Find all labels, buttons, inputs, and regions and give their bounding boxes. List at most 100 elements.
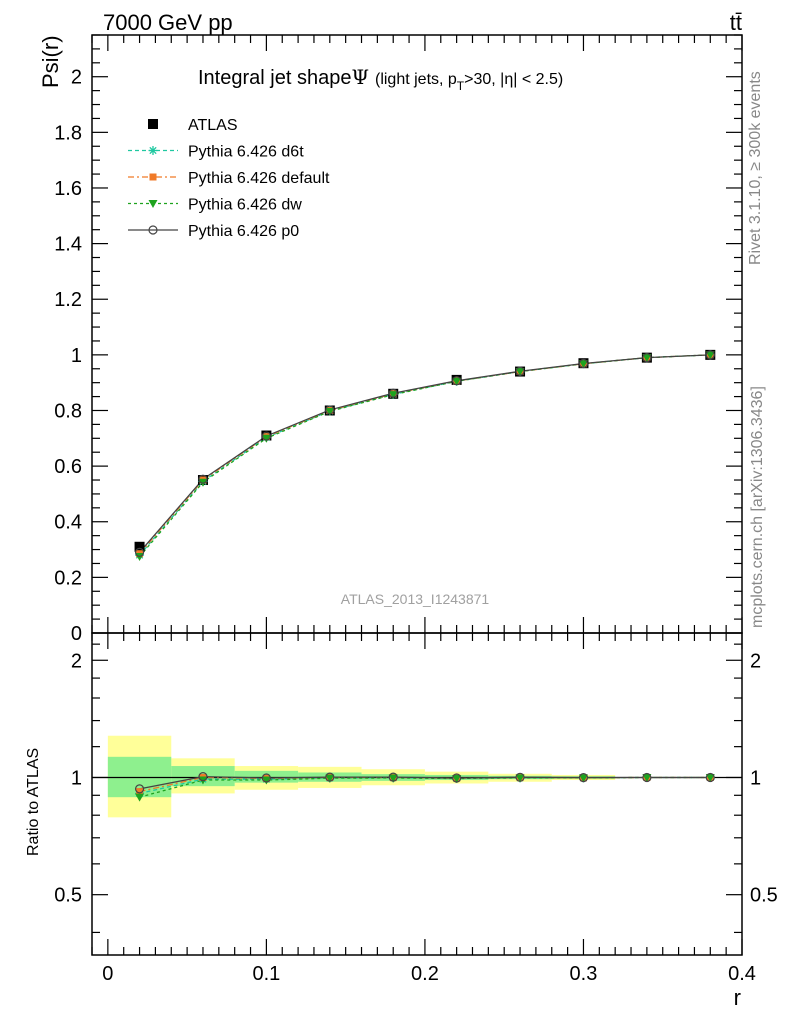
main-line-default xyxy=(139,354,711,555)
title-sub-pre: (light jets, p xyxy=(375,71,457,88)
ratio-point-p0-9 xyxy=(705,772,715,783)
main-point-dw-2 xyxy=(261,434,271,443)
main-point-p0-8 xyxy=(642,353,652,363)
main-point-dw-4 xyxy=(388,391,398,400)
main-point-p0-5 xyxy=(452,376,462,386)
axis-ticks xyxy=(91,34,743,955)
ratio-point-p0-7 xyxy=(578,773,589,783)
analysis-watermark: ATLAS_2013_I1243871 xyxy=(341,591,490,607)
ratio-point-p0-6 xyxy=(515,772,525,782)
main-point-atlas-0 xyxy=(134,541,145,552)
main-point-dw-7 xyxy=(578,360,588,369)
x-axis-label: r xyxy=(734,985,741,1010)
main-point-p0-2 xyxy=(261,431,271,441)
mcplots-label: mcplots.cern.ch [arXiv:1306.3436] xyxy=(749,386,766,628)
ratio-series-lines xyxy=(139,775,711,798)
y-tick-label-9: 1.8 xyxy=(54,122,82,144)
ratio-point-p0-8 xyxy=(642,772,652,783)
ratio-point-p0-2 xyxy=(261,773,271,783)
chart-title: Integral jet shapeΨ (light jets, pT>30, |… xyxy=(198,65,563,93)
x-tick-label-2: 0.2 xyxy=(411,963,439,985)
title-sub-sub: T xyxy=(457,79,465,93)
y-axis-label: Psi(r) xyxy=(38,35,63,88)
main-series-markers xyxy=(134,349,716,562)
ratio-point-dw-5 xyxy=(452,774,462,783)
ratio-point-dw-3 xyxy=(325,774,335,783)
y-tick-label-3: 0.6 xyxy=(54,456,82,478)
main-point-p0-9 xyxy=(705,350,715,360)
y-tick-label-1: 0.2 xyxy=(54,567,82,589)
legend-marker-p0 xyxy=(148,225,158,235)
legend-marker-dw xyxy=(148,200,158,208)
main-line-dw xyxy=(139,354,711,557)
ratio-line-p0 xyxy=(139,775,711,790)
title-psi: Ψ xyxy=(351,65,369,89)
ratio-point-dw-7 xyxy=(578,774,588,783)
ratio-point-dw-9 xyxy=(705,773,715,782)
x-tick-label-1: 0.1 xyxy=(252,963,280,985)
legend-label-d6t: Pythia 6.426 d6t xyxy=(188,144,304,161)
ratio-plot-frame xyxy=(91,632,743,956)
main-point-p0-4 xyxy=(388,388,398,398)
y-tick-label-2: 0.4 xyxy=(54,512,82,534)
ratio-tick-label-right-0: 0.5 xyxy=(750,885,778,907)
ratio-tick-label-right-1: 1 xyxy=(750,767,761,789)
x-tick-label-4: 0.4 xyxy=(728,963,756,985)
title-sub-post: >30, |η| < 2.5) xyxy=(464,71,563,88)
ratio-point-dw-0 xyxy=(135,793,145,802)
ratio-point-p0-1 xyxy=(198,772,208,782)
main-point-p0-3 xyxy=(325,405,335,415)
ratio-point-dw-2 xyxy=(261,776,271,785)
ratio-point-default-0 xyxy=(136,788,144,796)
ratio-series-markers xyxy=(134,772,715,802)
ratio-point-dw-4 xyxy=(388,774,398,783)
main-point-dw-6 xyxy=(515,368,525,377)
y-tick-label-4: 0.8 xyxy=(54,400,82,422)
main-point-p0-1 xyxy=(198,474,208,484)
legend-label-dw: Pythia 6.426 dw xyxy=(188,197,302,214)
main-series-lines xyxy=(139,354,711,557)
legend-marker-default xyxy=(149,173,157,181)
ratio-tick-label-left-1: 1 xyxy=(71,767,82,789)
legend-marker-d6t xyxy=(148,146,158,155)
ratio-point-p0-4 xyxy=(388,772,398,782)
legend-label-default: Pythia 6.426 default xyxy=(188,170,330,187)
y-tick-label-5: 1 xyxy=(71,345,82,367)
energy-label: 7000 GeV pp xyxy=(103,10,233,35)
ratio-tick-label-left-2: 2 xyxy=(71,650,82,672)
main-point-p0-7 xyxy=(578,358,589,369)
title-main: Integral jet shape xyxy=(198,67,351,89)
rivet-label: Rivet 3.1.10, ≥ 300k events xyxy=(747,71,764,265)
y-tick-label-10: 2 xyxy=(71,67,82,89)
ratio-point-dw-6 xyxy=(515,774,525,783)
legend-label-atlas: ATLAS xyxy=(188,117,238,134)
main-point-p0-6 xyxy=(515,366,525,376)
main-point-dw-3 xyxy=(325,407,335,416)
main-line-p0 xyxy=(139,354,711,553)
y-tick-label-7: 1.4 xyxy=(54,234,82,256)
y-tick-label-0: 0 xyxy=(71,623,82,645)
legend-marker-atlas xyxy=(148,119,158,129)
main-line-d6t xyxy=(139,354,711,556)
ratio-point-p0-5 xyxy=(452,773,462,783)
y-tick-label-6: 1.2 xyxy=(54,289,82,311)
main-point-dw-5 xyxy=(452,377,462,386)
legend: ATLAS Pythia 6.426 d6t Pythia 6.426 defaul… xyxy=(128,117,330,240)
ratio-point-p0-0 xyxy=(134,784,145,794)
ratio-tick-label-right-2: 2 xyxy=(750,650,761,672)
ratio-y-axis-label: Ratio to ATLAS xyxy=(25,748,42,856)
legend-label-p0: Pythia 6.426 p0 xyxy=(188,223,299,240)
y-tick-label-8: 1.6 xyxy=(54,178,82,200)
x-tick-label-0: 0 xyxy=(102,963,113,985)
main-point-dw-0 xyxy=(135,553,145,562)
process-label: tt̄ xyxy=(730,10,742,35)
main-point-dw-8 xyxy=(642,354,652,363)
axis-tick-labels: 0 0.1 0.2 0.3 0.4 0 0.2 0.4 0.6 0.8 1 1.2 1.4 1.6 1.8 2… xyxy=(54,67,778,985)
main-point-p0-0 xyxy=(134,547,145,557)
ratio-point-dw-8 xyxy=(642,773,652,782)
main-point-dw-9 xyxy=(705,351,715,360)
ratio-point-p0-3 xyxy=(325,772,335,782)
ratio-tick-label-left-0: 0.5 xyxy=(54,885,82,907)
x-tick-label-3: 0.3 xyxy=(570,963,598,985)
